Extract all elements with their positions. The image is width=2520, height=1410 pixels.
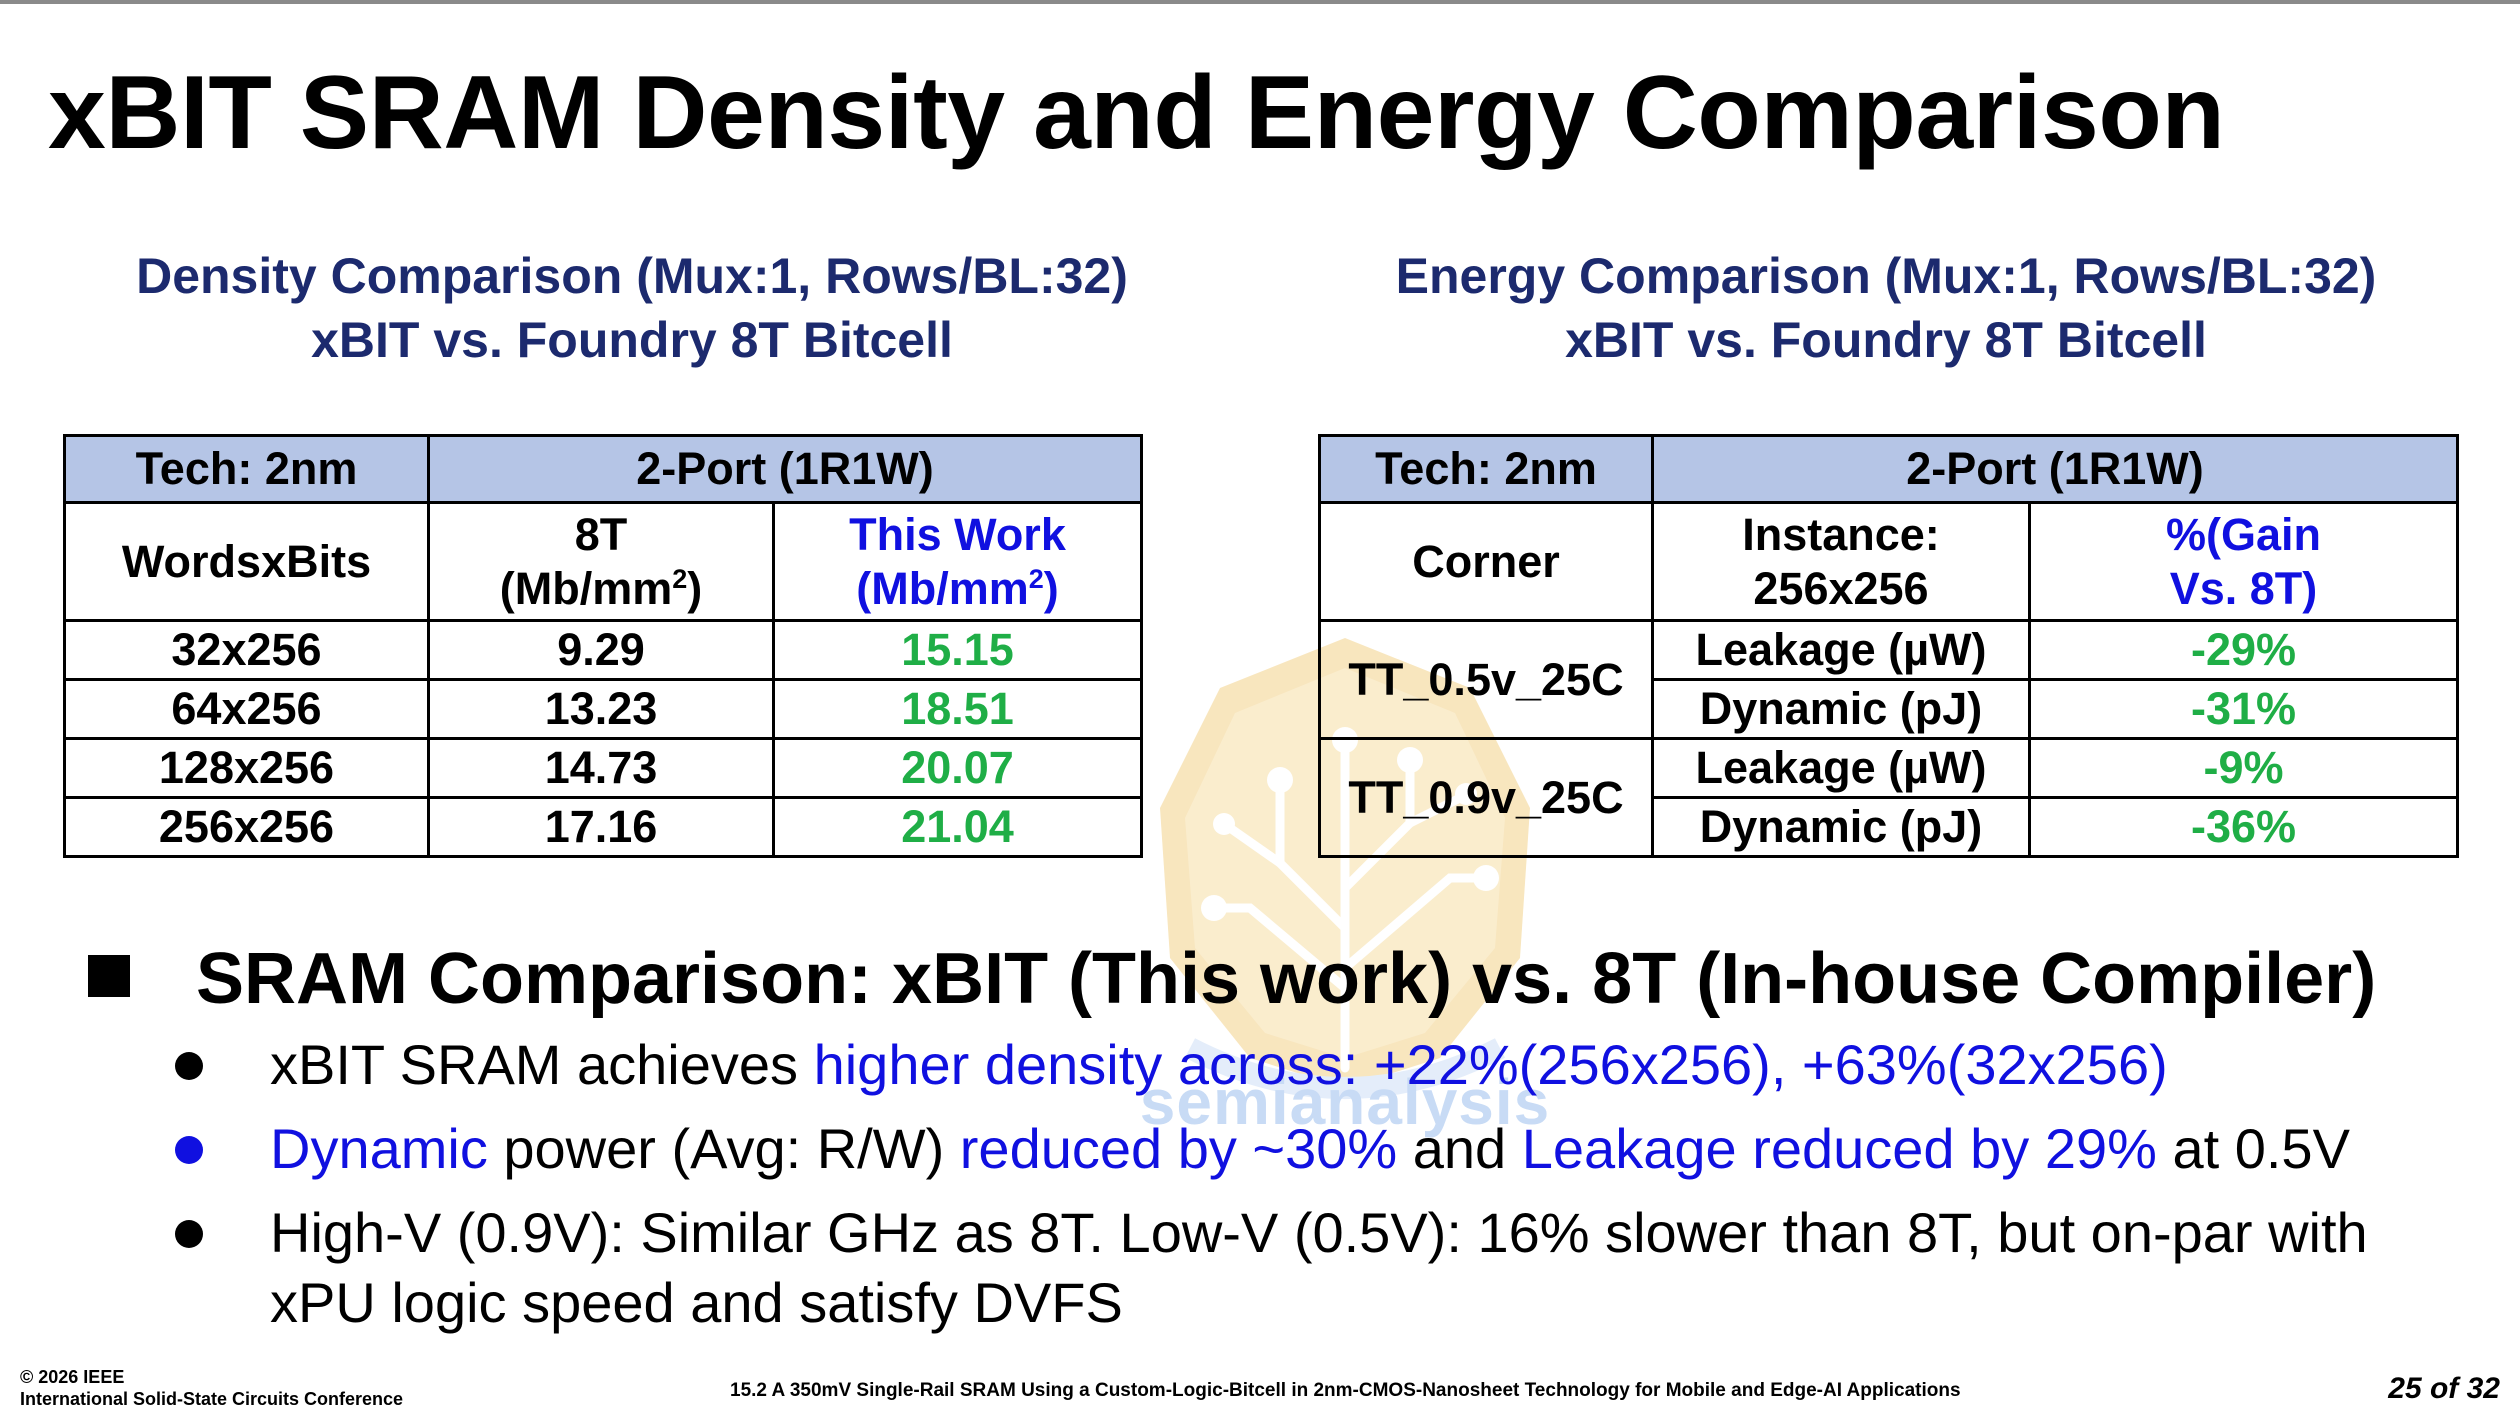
footer-paper-title: 15.2 A 350mV Single-Rail SRAM Using a Cu… xyxy=(730,1380,1961,1401)
energy-col-corner: Corner xyxy=(1318,501,1654,622)
bullet-dot-icon xyxy=(175,1220,203,1248)
watermark-text: semianalysis xyxy=(1139,1066,1551,1138)
energy-metric-cell: Leakage (µW) xyxy=(1651,737,2031,799)
density-col-words: WordsxBits xyxy=(63,501,430,622)
main-bullet: SRAM Comparison: xBIT (This work) vs. 8T… xyxy=(88,939,2377,1019)
bullet-highlight: reduced by ~30% xyxy=(959,1117,1398,1180)
density-tech-cell: Tech: 2nm xyxy=(63,434,430,504)
density-table: Tech: 2nm 2-Port (1R1W) WordsxBits 8T (M… xyxy=(63,434,1144,858)
density-this-work-cell: 15.15 xyxy=(771,619,1144,681)
density-heading-line2: xBIT vs. Foundry 8T Bitcell xyxy=(311,312,953,368)
bullet-highlight: Leakage reduced by 29% xyxy=(1521,1117,2157,1180)
density-size-cell: 256x256 xyxy=(63,796,430,858)
energy-metric-cell: Dynamic (pJ) xyxy=(1651,796,2031,858)
density-heading: Density Comparison (Mux:1, Rows/BL:32) x… xyxy=(63,244,1201,372)
bullet-text: and xyxy=(1397,1117,1522,1180)
bullet-text: at 0.5V xyxy=(2156,1117,2350,1180)
energy-table: Tech: 2nm 2-Port (1R1W) Corner Instance:… xyxy=(1318,434,2460,858)
energy-heading-line1: Energy Comparison (Mux:1, Rows/BL:32) xyxy=(1395,248,2377,304)
table-row: Dynamic (pJ) -36% xyxy=(1320,796,2460,858)
list-item: Dynamic power (Avg: R/W) reduced by ~30%… xyxy=(175,1114,2475,1184)
energy-metric-cell: Dynamic (pJ) xyxy=(1651,678,2031,740)
bullet-text: High-V (0.9V): Similar GHz as 8T. Low-V … xyxy=(270,1201,2368,1264)
energy-gain-cell: -31% xyxy=(2027,678,2460,740)
square-bullet-icon xyxy=(88,955,130,997)
density-col-this-work: This Work (Mb/mm2) xyxy=(771,501,1144,622)
density-8t-cell: 17.16 xyxy=(427,796,775,858)
bullet-highlight: Dynamic xyxy=(270,1117,488,1180)
density-size-cell: 64x256 xyxy=(63,678,430,740)
density-this-work-cell: 18.51 xyxy=(771,678,1144,740)
energy-port-cell: 2-Port (1R1W) xyxy=(1650,434,2460,504)
bullet-dot-icon xyxy=(175,1136,203,1164)
table-row: 64x256 13.23 18.51 xyxy=(63,678,1144,740)
list-item: High-V (0.9V): Similar GHz as 8T. Low-V … xyxy=(175,1198,2475,1338)
table-row: Dynamic (pJ) -31% xyxy=(1320,678,2460,740)
energy-gain-cell: -9% xyxy=(2027,737,2460,799)
density-size-cell: 32x256 xyxy=(63,619,430,681)
list-item: xBIT SRAM achieves higher density across… xyxy=(175,1030,2475,1100)
bullet-text: xBIT SRAM achieves xyxy=(270,1033,814,1096)
energy-metric-cell: Leakage (µW) xyxy=(1651,619,2031,681)
bullet-text: power (Avg: R/W) xyxy=(487,1117,960,1180)
energy-col-instance: Instance: 256x256 xyxy=(1651,501,2031,622)
density-col-8t: 8T (Mb/mm2) xyxy=(427,501,775,622)
table-row: 32x256 9.29 15.15 xyxy=(63,619,1144,681)
table-row: 128x256 14.73 20.07 xyxy=(63,737,1144,799)
top-rule xyxy=(0,0,2520,4)
table-row: TT_0.9v_25C Leakage (µW) -9% xyxy=(1318,737,2460,858)
footer-conference: International Solid-State Circuits Confe… xyxy=(20,1389,404,1409)
density-8t-cell: 13.23 xyxy=(427,678,775,740)
main-bullet-text: SRAM Comparison: xBIT (This work) vs. 8T… xyxy=(196,939,2377,1019)
density-size-cell: 128x256 xyxy=(63,737,430,799)
bullet-highlight: higher density across: +22%(256x256), +6… xyxy=(813,1033,2168,1096)
density-this-work-cell: 20.07 xyxy=(771,737,1144,799)
energy-col-gain: %(Gain Vs. 8T) xyxy=(2027,501,2460,622)
density-8t-cell: 14.73 xyxy=(427,737,775,799)
bullet-text: xPU logic speed and satisfy DVFS xyxy=(270,1271,1123,1334)
energy-tech-cell: Tech: 2nm xyxy=(1318,434,1654,504)
table-row: TT_0.5v_25C Leakage (µW) -29% xyxy=(1318,619,2460,740)
energy-gain-cell: -36% xyxy=(2027,796,2460,858)
energy-corner-cell: TT_0.9v_25C xyxy=(1318,737,1654,858)
density-this-work-cell: 21.04 xyxy=(771,796,1144,858)
slide-title: xBIT SRAM Density and Energy Comparison xyxy=(48,55,2225,171)
density-heading-line1: Density Comparison (Mux:1, Rows/BL:32) xyxy=(136,248,1128,304)
bullet-dot-icon xyxy=(175,1052,203,1080)
footer-copyright: © 2026 IEEE xyxy=(20,1367,125,1387)
energy-heading-line2: xBIT vs. Foundry 8T Bitcell xyxy=(1565,312,2207,368)
energy-corner-cell: TT_0.5v_25C xyxy=(1318,619,1654,740)
page-number: 25 of 32 xyxy=(2388,1372,2500,1405)
density-8t-cell: 9.29 xyxy=(427,619,775,681)
bullet-list: xBIT SRAM achieves higher density across… xyxy=(175,1030,2475,1352)
energy-heading: Energy Comparison (Mux:1, Rows/BL:32) xB… xyxy=(1317,244,2455,372)
footer-left: © 2026 IEEE International Solid-State Ci… xyxy=(20,1366,403,1410)
table-row: 256x256 17.16 21.04 xyxy=(63,796,1144,858)
energy-gain-cell: -29% xyxy=(2027,619,2460,681)
density-port-cell: 2-Port (1R1W) xyxy=(426,434,1144,504)
